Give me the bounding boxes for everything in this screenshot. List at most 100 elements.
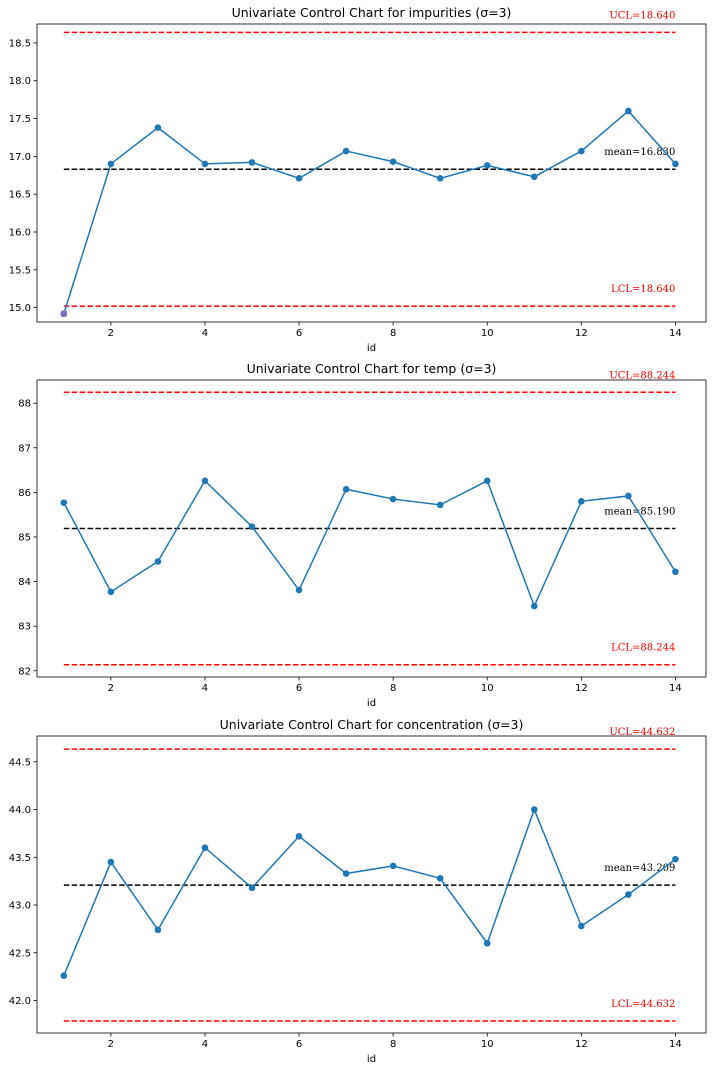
data-point [342, 870, 350, 877]
data-point [672, 160, 679, 168]
series-line [63, 109, 676, 314]
chart-panel-2: Univariate Control Chart for temp (σ=3) U… [18, 361, 707, 709]
y-tick-label: 43.0 [9, 901, 31, 912]
data-point [60, 972, 68, 980]
y-tick-label: 86 [18, 488, 31, 499]
y-tick-label: 82 [18, 666, 31, 677]
x-tick-label: 6 [296, 683, 302, 694]
lcl-label: LCL=44.632 [611, 999, 675, 1010]
ucl-label: UCL=44.632 [609, 727, 675, 738]
data-point [201, 160, 209, 168]
y-tick-label: 18.0 [9, 76, 31, 87]
x-tick-label: 2 [108, 328, 114, 339]
y-tick-label: 15.5 [9, 265, 31, 276]
x-tick-label: 4 [202, 1039, 208, 1050]
series-line [63, 807, 676, 976]
data-point [578, 922, 585, 930]
x-axis-label: id [367, 698, 376, 709]
data-point [107, 588, 115, 596]
data-point [436, 501, 444, 509]
chart-title: Univariate Control Chart for concentrati… [220, 717, 524, 732]
y-tick-label: 42.0 [9, 996, 31, 1007]
y-tick-label: 44.5 [9, 757, 31, 768]
data-point [154, 558, 162, 565]
series-line [63, 479, 677, 609]
data-point [107, 160, 115, 168]
data-point [625, 492, 632, 500]
data-point [672, 855, 679, 863]
data-point [295, 832, 303, 840]
data-point [530, 173, 538, 181]
x-tick-label: 12 [575, 1039, 588, 1050]
x-tick-label: 12 [575, 683, 588, 694]
chart-panel-1: Univariate Control Chart for impurities … [9, 5, 707, 354]
x-tick-label: 10 [481, 1039, 494, 1050]
x-tick-label: 2 [108, 683, 114, 694]
y-tick-label: 44.0 [9, 805, 31, 816]
data-point [201, 477, 209, 485]
data-point [295, 174, 303, 182]
data-point [60, 499, 68, 506]
data-point [578, 497, 585, 505]
x-tick-label: 14 [669, 683, 682, 694]
data-point [436, 874, 444, 882]
x-axis-label: id [367, 1054, 376, 1065]
y-tick-label: 83 [18, 622, 31, 633]
y-tick-label: 43.5 [9, 853, 31, 864]
outlier-marker [60, 310, 67, 317]
ucl-label: UCL=88.244 [609, 370, 675, 381]
y-tick-label: 17.5 [9, 114, 31, 125]
data-point [389, 495, 397, 503]
chart-title: Univariate Control Chart for temp (σ=3) [247, 361, 497, 376]
x-tick-label: 14 [669, 328, 682, 339]
data-point [530, 602, 538, 610]
mean-label: mean=85.190 [604, 507, 675, 518]
data-point [248, 159, 256, 166]
data-point [154, 926, 162, 934]
plot-frame [36, 23, 707, 323]
y-tick-label: 15.0 [9, 303, 31, 314]
y-tick-label: 18.5 [9, 38, 31, 49]
data-point [483, 162, 491, 169]
plot-frame [36, 735, 707, 1034]
data-point [154, 124, 162, 131]
x-tick-label: 4 [202, 683, 208, 694]
data-point [530, 806, 538, 813]
x-tick-label: 12 [575, 328, 588, 339]
y-tick-label: 42.5 [9, 948, 31, 959]
data-point [578, 147, 585, 155]
x-tick-label: 8 [390, 683, 396, 694]
chart-title: Univariate Control Chart for impurities … [232, 5, 512, 20]
y-tick-label: 17.0 [9, 152, 31, 163]
y-tick-label: 84 [18, 577, 31, 588]
x-tick-label: 8 [390, 328, 396, 339]
y-tick-label: 16.5 [9, 190, 31, 201]
x-tick-label: 6 [296, 1039, 302, 1050]
ucl-label: UCL=18.640 [609, 10, 675, 21]
x-tick-label: 4 [202, 328, 208, 339]
data-point [389, 158, 397, 165]
data-point [342, 485, 350, 493]
data-point [107, 858, 115, 866]
chart-panel-3: Univariate Control Chart for concentrati… [9, 717, 707, 1065]
y-tick-label: 88 [18, 399, 31, 410]
x-axis-label: id [367, 343, 376, 354]
data-point [436, 174, 444, 182]
x-tick-label: 6 [296, 328, 302, 339]
x-tick-label: 10 [481, 328, 494, 339]
plot-frame [36, 379, 707, 678]
lcl-label: LCL=88.244 [611, 643, 675, 654]
lcl-label: LCL=18.640 [611, 284, 675, 295]
data-point [483, 939, 491, 947]
y-tick-label: 87 [18, 443, 31, 454]
data-point [201, 844, 209, 852]
y-tick-label: 85 [18, 532, 31, 543]
data-point [248, 523, 256, 531]
data-point [483, 477, 491, 485]
data-point [625, 107, 632, 115]
x-tick-label: 2 [108, 1039, 114, 1050]
data-point [342, 147, 350, 155]
data-point [248, 884, 256, 892]
data-point [672, 568, 679, 576]
